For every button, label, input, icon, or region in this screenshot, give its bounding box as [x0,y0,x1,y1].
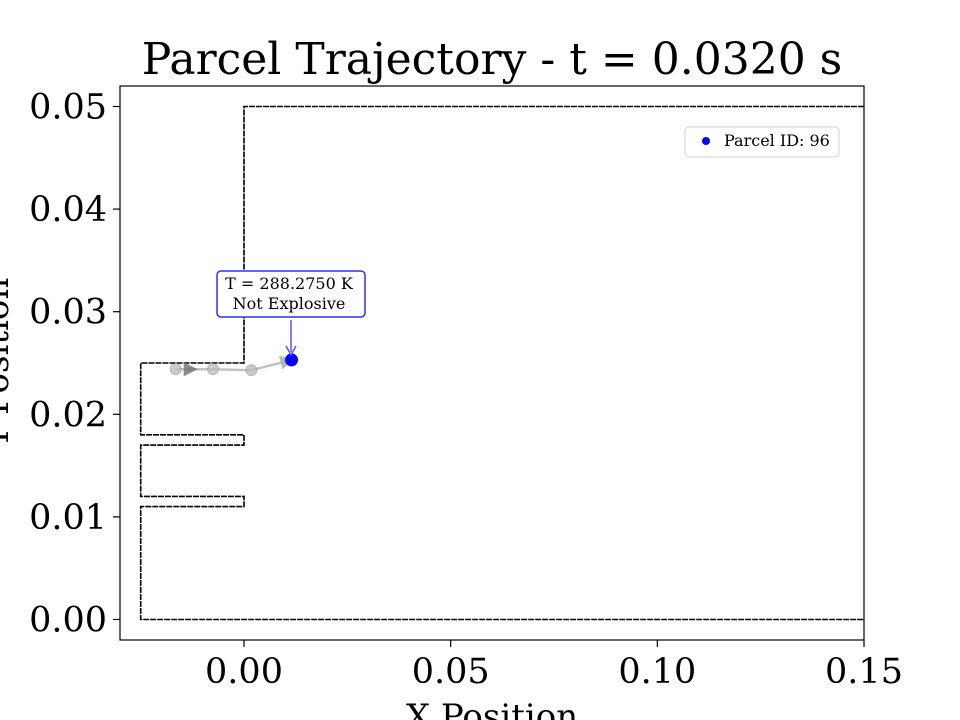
x-axis-label: X Position [406,697,578,720]
x-tick-label: 0.15 [825,652,903,692]
legend-label-parcel: Parcel ID: 96 [724,131,830,150]
x-tick-label: 0.00 [205,652,283,692]
y-axis-label: Y Position [0,278,17,449]
trajectory-point [169,363,182,376]
y-tick-label: 0.02 [29,395,107,435]
x-tick-label: 0.10 [618,652,696,692]
annotation-box [216,270,366,318]
y-tick-label: 0.00 [29,600,107,640]
legend-box [684,126,840,158]
axes-ticks: 0.00 0.05 0.10 0.15 0.00 0.01 0.02 0.03 0.04 0.05 [29,88,903,692]
plot-frame [119,85,865,641]
plot-area [139,105,864,621]
y-tick-label: 0.05 [29,88,107,128]
y-tick-label: 0.01 [29,498,107,538]
current-parcel-marker [285,353,299,367]
legend-marker-parcel [702,137,710,145]
y-tick-label: 0.04 [29,190,107,230]
y-tick-label: 0.03 [29,293,107,333]
trajectory-direction-arrow [183,362,198,377]
chart-title: Parcel Trajectory - t = 0.0320 s [142,34,843,85]
annotation-temperature: T = 288.2750 K [225,274,354,293]
legend: Parcel ID: 96 [684,126,840,158]
x-tick-label: 0.05 [412,652,490,692]
annotation-status: Not Explosive [233,294,346,313]
annotation-arrow-head [285,345,297,357]
geometry-outline [139,105,864,621]
temperature-annotation: T = 288.2750 K Not Explosive [216,270,366,357]
trajectory-point [207,363,219,376]
trajectory-point [245,364,258,377]
